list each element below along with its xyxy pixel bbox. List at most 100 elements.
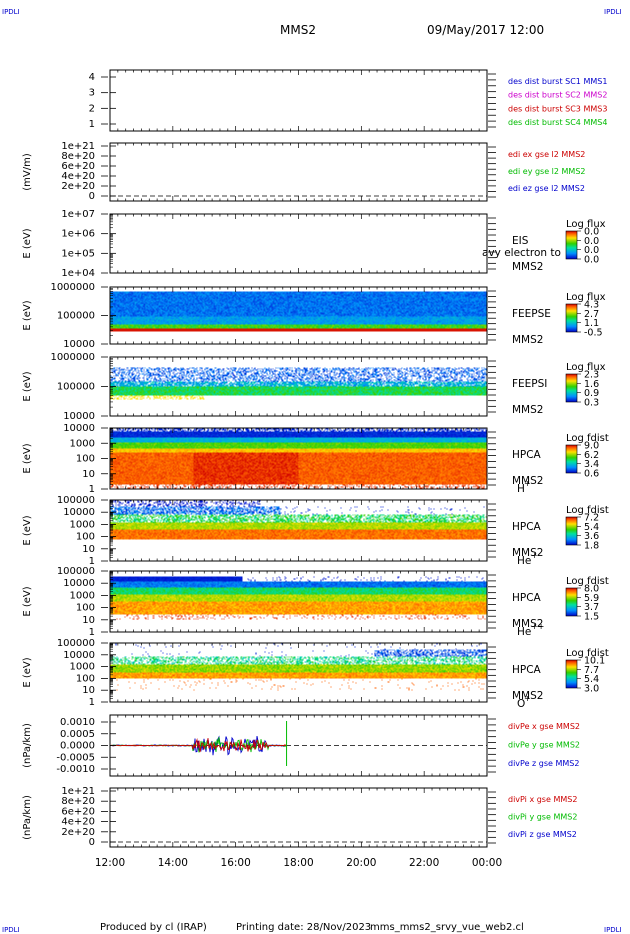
instrument-label: FEEPSI (512, 378, 547, 390)
legend-entry: divPe y gse MMS2 (508, 740, 580, 749)
y-tick-label: 100 (76, 603, 95, 614)
y-tick-label: 10000 (63, 578, 95, 589)
y-tick-label: 1000 (70, 662, 95, 673)
colorbar-tick-label: 1.8 (584, 541, 599, 552)
panel-frame (109, 787, 488, 848)
colorbar-tick-label: 3.4 (584, 459, 599, 470)
colorbar-tick-label: 5.4 (584, 522, 599, 533)
panel-p2: edi ex gse l2 MMS2 edi ey gse l2 MMS2 edi … (22, 141, 586, 202)
x-tick-label: 18:00 (283, 857, 313, 869)
y-axis-label: E (eV) (22, 371, 33, 401)
colorbar (565, 659, 578, 689)
colorbar (565, 230, 578, 260)
colorbar-tick-label: -0.5 (584, 328, 603, 339)
y-tick-label: 10000 (63, 507, 95, 518)
time-axis: 12:00 14:00 16:00 18:00 20:00 22:00 00:00 (95, 857, 502, 869)
colorbar-tick-label: 0.0 (584, 245, 599, 256)
y-tick-label: 1000 (70, 590, 95, 601)
y-tick-label: 1 (89, 119, 95, 130)
y-tick-label: 100 (76, 532, 95, 543)
y-tick-label: 2 (89, 103, 95, 114)
colorbar-tick-label: 1.1 (584, 318, 599, 329)
colorbar-tick-label: 0.6 (584, 469, 599, 480)
footer-printing-date: Printing date: 28/Nov/2023 (236, 922, 371, 933)
y-tick-label: 1 (89, 697, 95, 708)
y-tick-label: 10 (82, 469, 95, 480)
x-tick-label: 12:00 (95, 857, 125, 869)
legend-entry: divPi z gse MMS2 (508, 830, 577, 839)
species-charge: + (531, 551, 538, 560)
species-label: H (517, 483, 525, 495)
colorbar-tick-label: 10.1 (584, 656, 605, 667)
y-tick-label: 1000 (70, 438, 95, 449)
species-charge: + (524, 694, 531, 703)
y-tick-label: 100 (76, 454, 95, 465)
y-tick-label: 1e+21 (61, 141, 95, 152)
y-tick-label: 1e+05 (61, 248, 95, 259)
colorbar (565, 444, 578, 474)
species-label: He (517, 555, 531, 567)
colorbar-tick-label: 9.0 (584, 441, 599, 452)
y-tick-label: 6e+20 (61, 161, 95, 172)
legend-entry: divPe z gse MMS2 (508, 759, 579, 768)
y-tick-label: 10000 (63, 411, 95, 422)
corner-label-bottom-right: IPDLI (604, 926, 622, 934)
y-tick-label: 2e+20 (61, 181, 95, 192)
hpca-he1-spectrogram (110, 500, 487, 561)
y-tick-label: 100000 (57, 382, 95, 393)
colorbar-tick-label: 3.0 (584, 684, 599, 695)
colorbar-tick-label: 3.7 (584, 602, 599, 613)
x-tick-label: 22:00 (409, 857, 439, 869)
legend-entry: edi ey gse l2 MMS2 (508, 167, 586, 176)
y-tick-label: 10000 (63, 423, 95, 434)
y-tick-label: 1000000 (50, 352, 95, 363)
colorbar-title: Log fdist (566, 648, 609, 659)
y-tick-label: 10000 (63, 650, 95, 661)
colorbar-tick-label: 4.3 (584, 300, 599, 311)
spacecraft-label: MMS2 (512, 261, 543, 273)
y-tick-label: 10 (82, 615, 95, 626)
colorbar-title: Log flux (566, 362, 606, 373)
y-axis-label: E (eV) (22, 443, 33, 473)
instrument-label: EIS (512, 235, 529, 247)
legend-entry: des dist burst SC1 MMS1 (508, 77, 607, 86)
spacecraft-label: MMS2 (512, 690, 543, 702)
hpca-h-spectrogram (110, 428, 487, 489)
y-tick-label: 8e+20 (61, 796, 95, 807)
spacecraft-label: MMS2 (512, 404, 543, 416)
footer-credit: Produced by cl (IRAP) (100, 922, 207, 933)
instrument-label: HPCA (512, 449, 542, 461)
panel-p11: divPi x gse MMS2 divPi y gse MMS2 divPi z … (22, 786, 577, 848)
colorbar-tick-label: 6.2 (584, 450, 599, 461)
panel-frame (109, 69, 488, 132)
spacecraft-title: MMS2 (280, 23, 316, 37)
y-tick-label: 8e+20 (61, 151, 95, 162)
colorbar-tick-label: 2.7 (584, 309, 599, 320)
instrument-label: HPCA (512, 521, 542, 533)
y-axis-label: (mV/m) (22, 153, 33, 191)
colorbar-title: Log flux (566, 292, 606, 303)
colorbar-tick-label: 5.9 (584, 593, 599, 604)
overlap-label: avy electron to (482, 247, 561, 259)
colorbar-tick-label: 1.5 (584, 612, 599, 623)
colorbar-tick-label: 3.6 (584, 531, 599, 542)
legend-entry: des dist burst SC2 MMS2 (508, 91, 607, 100)
colorbar (565, 516, 578, 546)
y-tick-label: 0 (89, 837, 95, 848)
y-axis-label: E (eV) (22, 228, 33, 258)
legend-entry: edi ez gse l2 MMS2 (508, 184, 585, 193)
y-tick-label: 1e+06 (61, 229, 95, 240)
y-tick-label: 2e+20 (61, 827, 95, 838)
legend-entry: divPi y gse MMS2 (508, 813, 577, 822)
footer-script-name: mms_mms2_srvy_vue_web2.cl (370, 922, 524, 933)
instrument-label: HPCA (512, 592, 542, 604)
series-line-2 (110, 738, 287, 753)
y-tick-label: 1000 (70, 519, 95, 530)
x-tick-label: 20:00 (346, 857, 376, 869)
legend-entry: divPe x gse MMS2 (508, 722, 580, 731)
